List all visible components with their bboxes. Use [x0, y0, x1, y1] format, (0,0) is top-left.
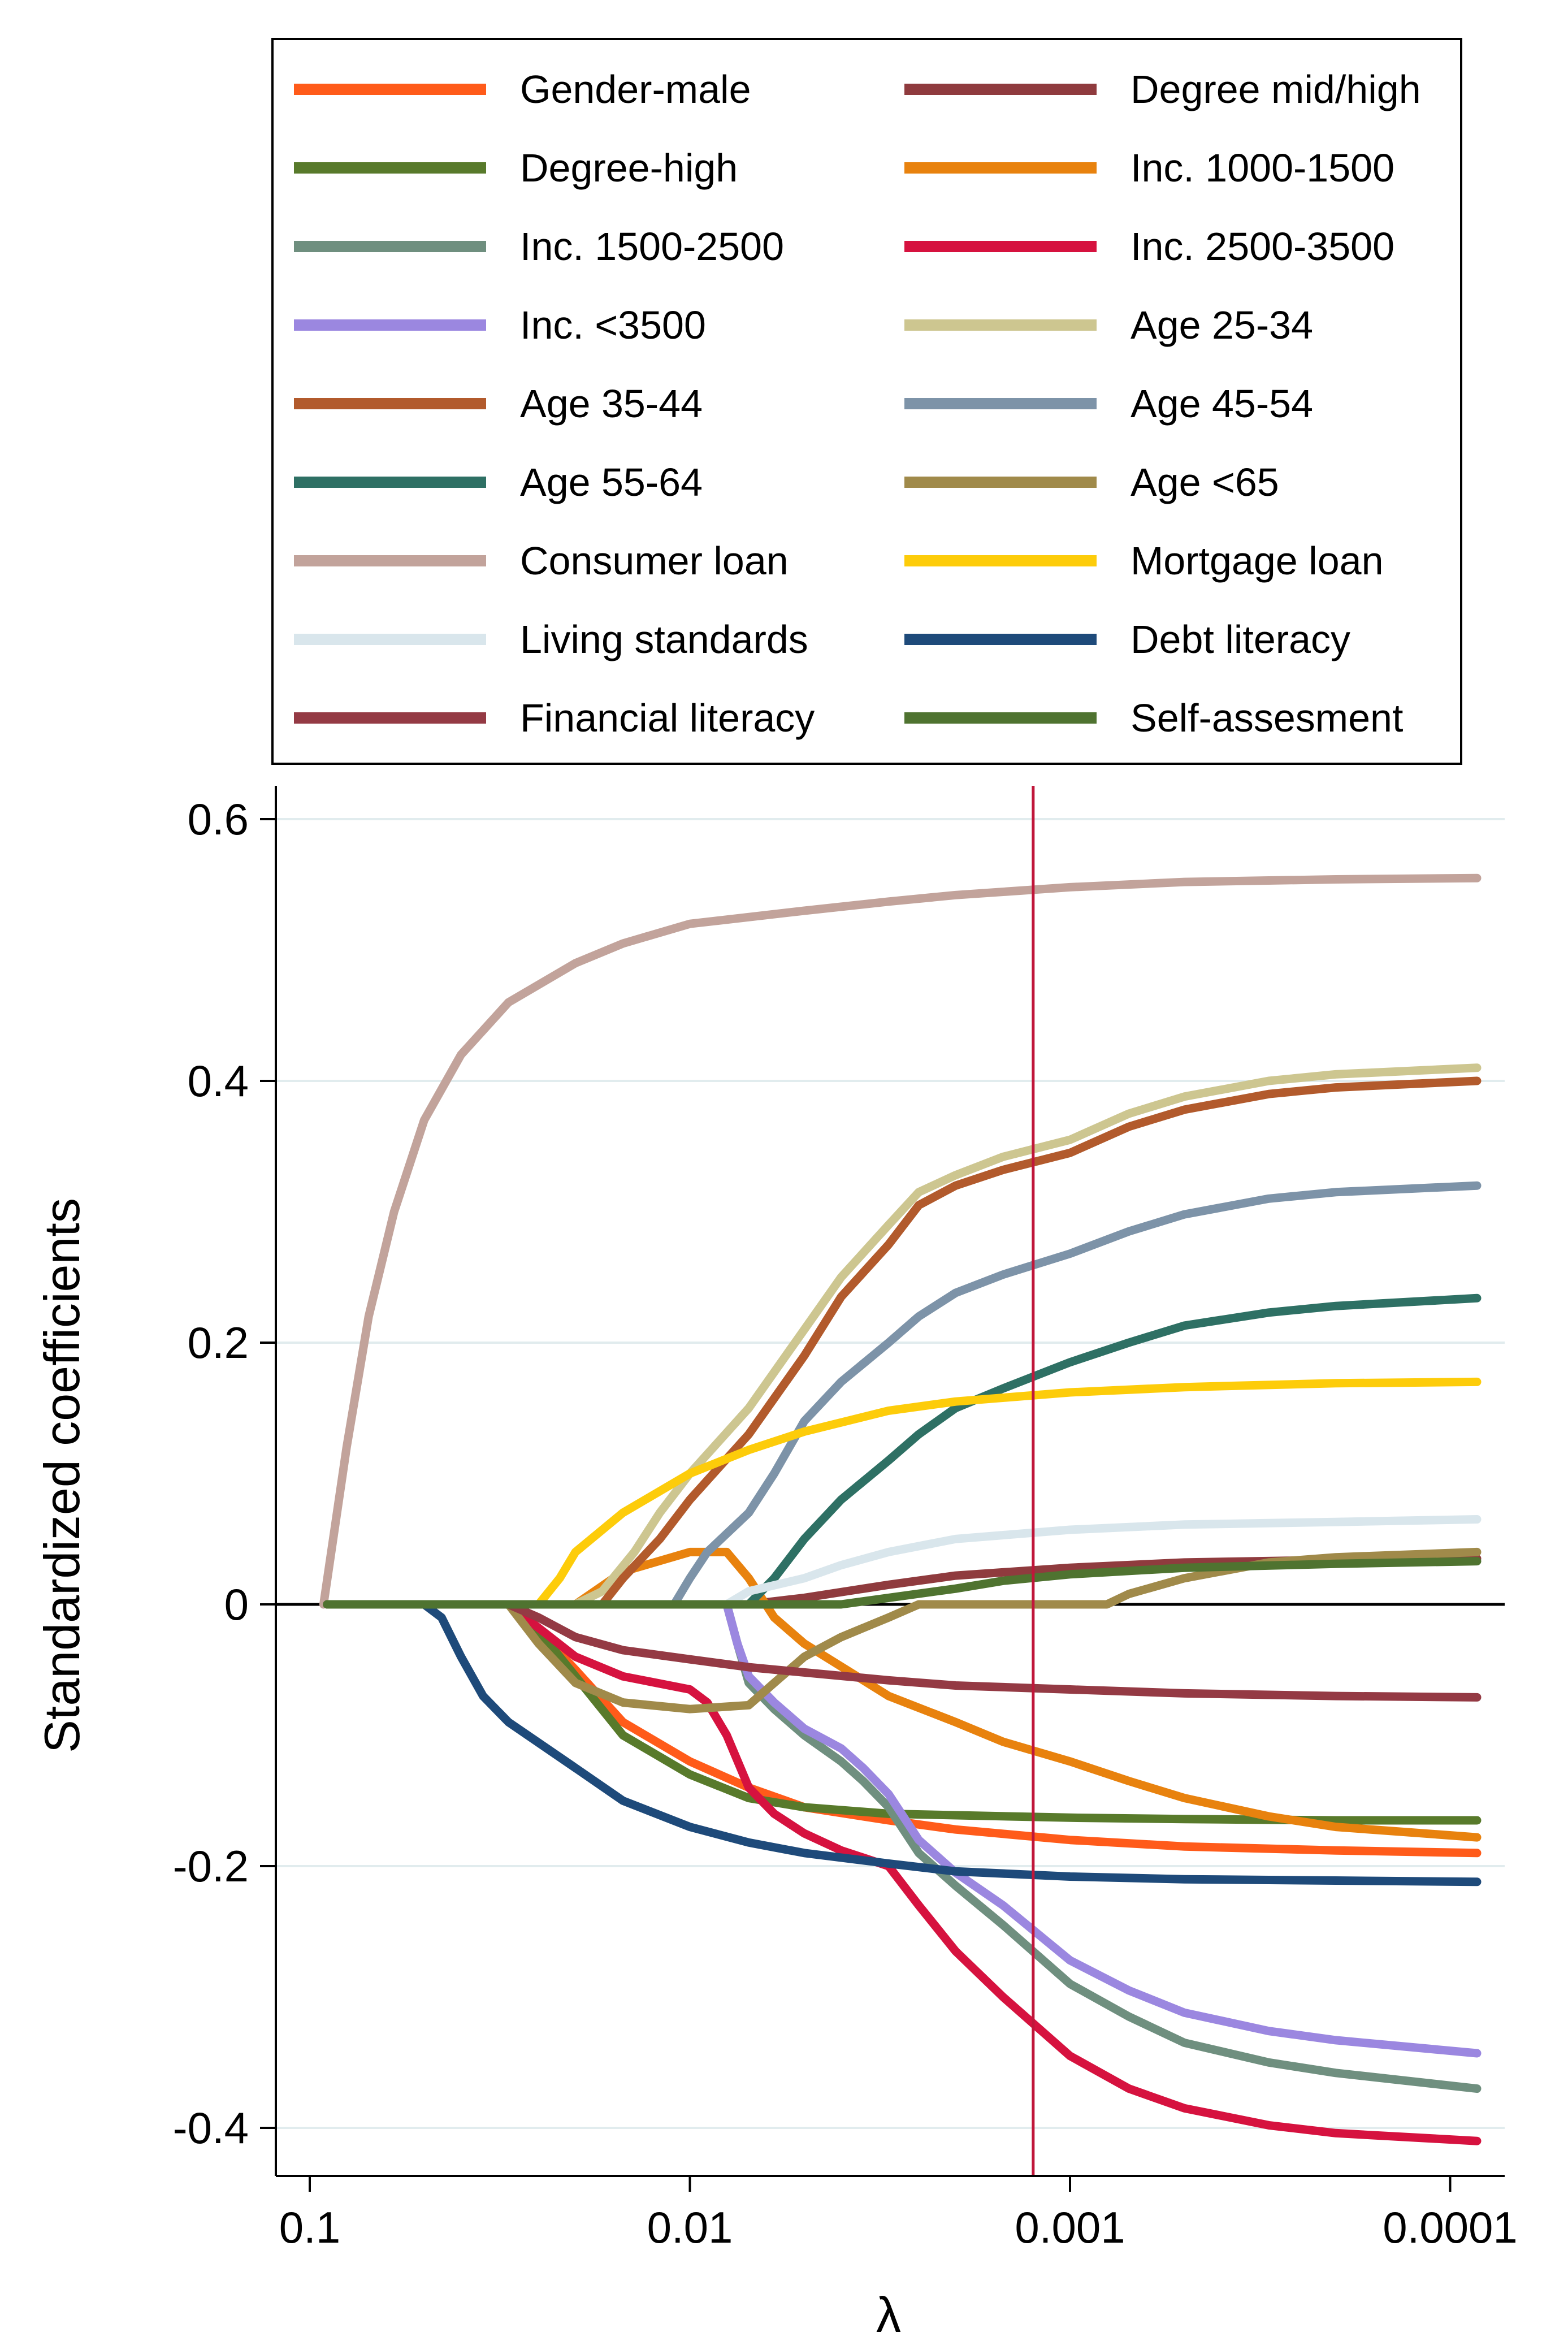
x-axis-ticks: 0.1 0.01 0.001 0.0001: [279, 2176, 1518, 2252]
legend-label-degree-high: Degree-high: [520, 146, 738, 190]
legend-label-mortgage-loan: Mortgage loan: [1130, 539, 1384, 583]
legend-label-consumer-loan: Consumer loan: [520, 539, 789, 583]
legend-label-inc-1000-1500: Inc. 1000-1500: [1130, 146, 1394, 190]
legend-label-age-35-44: Age 35-44: [520, 382, 703, 426]
series-line-consumer-loan: [319, 873, 1482, 1609]
legend-label-debt-literacy: Debt literacy: [1130, 617, 1350, 661]
series-line-inc-2500-3500: [323, 1600, 1482, 2145]
series-line-age-55-64: [323, 1293, 1482, 1609]
y-tick-label-1: 0.4: [188, 1056, 249, 1106]
x-tick-label-0: 0.1: [279, 2202, 340, 2252]
legend-label-inc-1500-2500: Inc. 1500-2500: [520, 224, 784, 269]
legend-label-inc-2500-3500: Inc. 2500-3500: [1130, 224, 1394, 269]
y-tick-label-0: 0.6: [188, 794, 249, 844]
legend-label-age-45-54: Age 45-54: [1130, 382, 1313, 426]
plot-region-background: [276, 786, 1505, 2176]
legend-label-age-55-64: Age 55-64: [520, 460, 703, 504]
series-line-financial-literacy: [323, 1600, 1482, 1702]
series-line-age-45-54: [323, 1181, 1482, 1609]
series-line-age-65: [323, 1547, 1482, 1713]
series-line-age-35-44: [323, 1076, 1482, 1609]
y-tick-label-2: 0.2: [188, 1318, 249, 1368]
y-axis-title: Standardized coefficients: [34, 1198, 90, 1753]
legend-label-self-assesment: Self-assesment: [1130, 696, 1403, 740]
legend: Gender-male Degree mid/high Degree-high Inc…: [271, 38, 1462, 765]
x-tick-label-1: 0.01: [647, 2202, 733, 2252]
legend-label-financial-literacy: Financial literacy: [520, 696, 815, 740]
legend-label-age-25-34: Age 25-34: [1130, 303, 1313, 347]
series-line-living-standards: [323, 1515, 1482, 1609]
y-tick-label-3: 0: [224, 1580, 249, 1629]
x-tick-label-3: 0.0001: [1383, 2202, 1518, 2252]
legend-label-inc-3500: Inc. <3500: [520, 303, 706, 347]
y-tick-label-4: -0.2: [173, 1841, 249, 1891]
legend-label-living-standards: Living standards: [520, 617, 808, 661]
x-axis-title: λ: [876, 2287, 901, 2341]
legend-label-age-65: Age <65: [1130, 460, 1279, 504]
series-line-mortgage-loan: [323, 1377, 1482, 1609]
series-lines: [319, 873, 1482, 2145]
plot-area: 0.6 0.4 0.2 0 -0.2 -0.4 0.1 0.01 0.001 0.0001: [173, 786, 1518, 2252]
y-axis-ticks: 0.6 0.4 0.2 0 -0.2 -0.4: [173, 794, 276, 2153]
x-tick-label-2: 0.001: [1015, 2202, 1125, 2252]
series-line-debt-literacy: [323, 1600, 1482, 1886]
y-tick-label-5: -0.4: [173, 2103, 249, 2153]
series-line-age-25-34: [323, 1063, 1482, 1609]
legend-label-degree-mid-high: Degree mid/high: [1130, 67, 1421, 111]
legend-label-gender-male: Gender-male: [520, 67, 751, 111]
series-line-self-assesment: [323, 1557, 1482, 1609]
